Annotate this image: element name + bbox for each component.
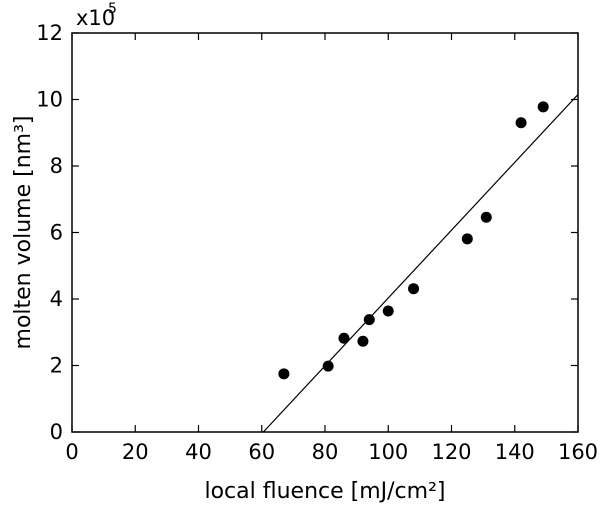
x-tick-label: 100: [368, 440, 408, 464]
y-axis-multiplier: x10: [76, 6, 115, 30]
x-tick-label: 40: [185, 440, 212, 464]
y-tick-label: 10: [36, 88, 63, 112]
x-tick-label: 60: [248, 440, 275, 464]
data-point: [408, 283, 420, 295]
data-point: [461, 233, 473, 245]
data-point: [357, 335, 369, 347]
y-axis: 0 2 4 6 8 10 12: [36, 21, 578, 444]
x-tick-label: 140: [495, 440, 535, 464]
y-tick-label: 6: [50, 221, 63, 245]
data-point: [382, 305, 394, 317]
y-axis-label: molten volume [nm³]: [11, 116, 36, 350]
x-tick-label: 160: [558, 440, 598, 464]
x-tick-label: 120: [431, 440, 471, 464]
data-point: [322, 360, 334, 372]
data-point: [338, 332, 350, 344]
x-axis-label: local fluence [mJ/cm²]: [204, 479, 445, 504]
x-axis: 0 20 40 60 80 100 120 140 160: [65, 33, 598, 464]
y-tick-label: 0: [50, 420, 63, 444]
data-point: [363, 314, 375, 326]
y-tick-label: 8: [50, 154, 63, 178]
y-tick-label: 12: [36, 21, 63, 45]
data-point: [515, 117, 527, 129]
y-tick-label: 4: [50, 287, 63, 311]
data-point: [537, 101, 549, 113]
data-point: [480, 211, 492, 223]
y-tick-label: 2: [50, 354, 63, 378]
y-axis-multiplier-exponent: 5: [108, 1, 117, 17]
plot-frame: [71, 32, 579, 433]
x-tick-label: 20: [122, 440, 149, 464]
x-tick-label: 80: [312, 440, 339, 464]
data-point: [278, 368, 290, 380]
fit-line: [262, 94, 578, 432]
x-tick-label: 0: [65, 440, 78, 464]
